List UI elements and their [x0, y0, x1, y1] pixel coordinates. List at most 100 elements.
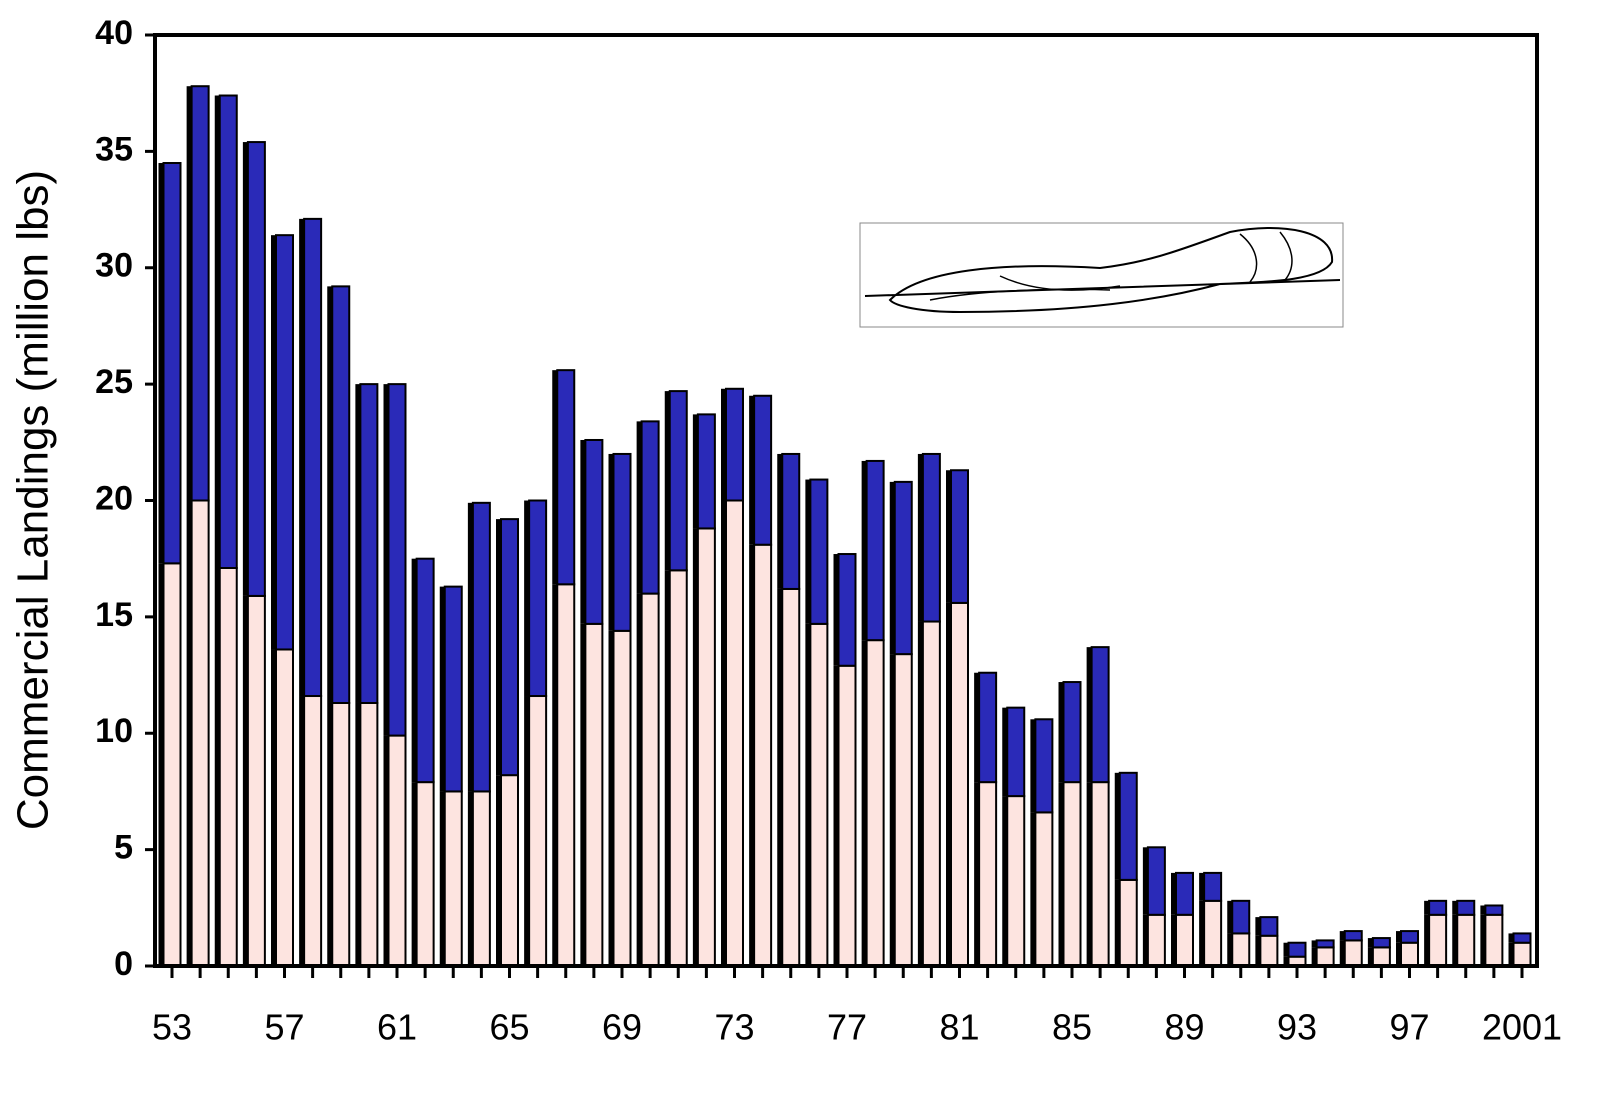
bar-shadow [664, 391, 670, 571]
bar-shadow [355, 702, 361, 966]
bar-shadow [214, 567, 220, 966]
bar-shadow [1058, 782, 1064, 966]
x-tick-label: 77 [827, 1007, 867, 1048]
bar-segment [556, 583, 576, 967]
bar-shadow [1171, 914, 1176, 966]
bar-shadow [271, 649, 276, 966]
bar-segment [1090, 646, 1110, 784]
bar-shadow [636, 593, 642, 966]
bar-segment [978, 781, 998, 967]
x-tick-label: 81 [939, 1007, 979, 1048]
bar-segment [725, 387, 744, 502]
bar-shadow [889, 654, 895, 966]
bar-segment [753, 394, 773, 546]
bar-segment [246, 594, 266, 967]
bar-segment [443, 790, 463, 967]
bar-shadow [186, 500, 192, 966]
bar-shadow [1002, 796, 1008, 966]
bar-shadow [1142, 847, 1148, 915]
bar-shadow [580, 439, 586, 624]
bar-segment [471, 790, 491, 967]
bar-shadow [946, 602, 951, 966]
bar-segment [1484, 904, 1504, 916]
bar-shadow [299, 696, 305, 966]
bar-segment [1175, 871, 1194, 916]
bar-shadow [777, 588, 783, 966]
y-axis-label: Commercial Landings (million lbs) [9, 170, 58, 830]
bar-shadow [1255, 935, 1261, 966]
bar-shadow [496, 775, 501, 966]
bar-shadow [974, 782, 980, 966]
bar-shadow [833, 554, 839, 666]
bar-shadow [1227, 933, 1233, 966]
bar-shadow [946, 470, 951, 603]
x-tick-label: 73 [714, 1007, 754, 1048]
bar-shadow [917, 453, 923, 622]
bar-shadow [889, 481, 895, 655]
bar-shadow [749, 544, 755, 966]
bar-segment [837, 553, 857, 667]
bar-shadow [158, 563, 164, 966]
bar-shadow [214, 95, 220, 568]
bar-segment [809, 622, 829, 967]
bar-segment [1175, 913, 1194, 967]
bar-segment [1287, 941, 1307, 958]
bar-segment [1231, 899, 1251, 935]
bar-segment [190, 85, 210, 502]
bar-segment [1456, 913, 1476, 967]
bar-segment [1090, 781, 1110, 967]
bar-shadow [861, 640, 867, 966]
bar-shadow [439, 586, 445, 792]
bar-segment [443, 585, 463, 793]
bar-segment [387, 734, 407, 968]
bar-segment [950, 601, 969, 967]
bar-segment [218, 94, 238, 569]
bar-shadow [1002, 707, 1008, 797]
bar-segment [1343, 930, 1363, 942]
bar-shadow [1114, 879, 1120, 966]
bar-segment [1456, 899, 1476, 916]
bar-shadow [327, 702, 333, 966]
bar-shadow [271, 235, 276, 650]
bar-segment [1259, 934, 1279, 967]
bar-segment [893, 653, 913, 967]
bar-segment [696, 527, 716, 967]
bar-shadow [186, 86, 192, 501]
bar-shadow [861, 460, 867, 641]
bar-shadow [1283, 942, 1289, 957]
bar-shadow [1030, 719, 1036, 813]
bar-shadow [242, 142, 248, 596]
bar-segment [696, 413, 716, 530]
bar-segment [612, 629, 632, 968]
bar-segment [359, 383, 379, 704]
bar-shadow [524, 696, 530, 966]
bar-shadow [411, 558, 417, 783]
bar-shadow [439, 791, 445, 966]
bar-shadow [1339, 940, 1345, 966]
bar-shadow [749, 395, 755, 545]
bar-segment [1062, 681, 1082, 784]
y-tick-label: 5 [114, 829, 133, 867]
bar-segment [246, 141, 266, 597]
bar-segment [584, 622, 604, 967]
bar-shadow [1030, 812, 1036, 966]
bar-segment [893, 480, 913, 656]
bar-shadow [1171, 872, 1176, 915]
bar-shadow [1396, 931, 1401, 943]
bar-shadow [1508, 933, 1514, 943]
bar-shadow [158, 163, 164, 564]
bar-segment [1428, 913, 1448, 967]
bar-segment [668, 569, 688, 967]
bar-segment [1034, 811, 1054, 968]
bar-shadow [721, 500, 726, 966]
bar-segment [275, 648, 294, 968]
bar-segment [921, 620, 941, 968]
bar-shadow [1086, 782, 1092, 966]
bar-shadow [1086, 647, 1092, 783]
bar-segment [471, 501, 491, 793]
bar-segment [1400, 930, 1419, 944]
bar-shadow [974, 672, 980, 783]
bar-segment [1146, 913, 1166, 967]
bar-shadow [1508, 942, 1514, 966]
